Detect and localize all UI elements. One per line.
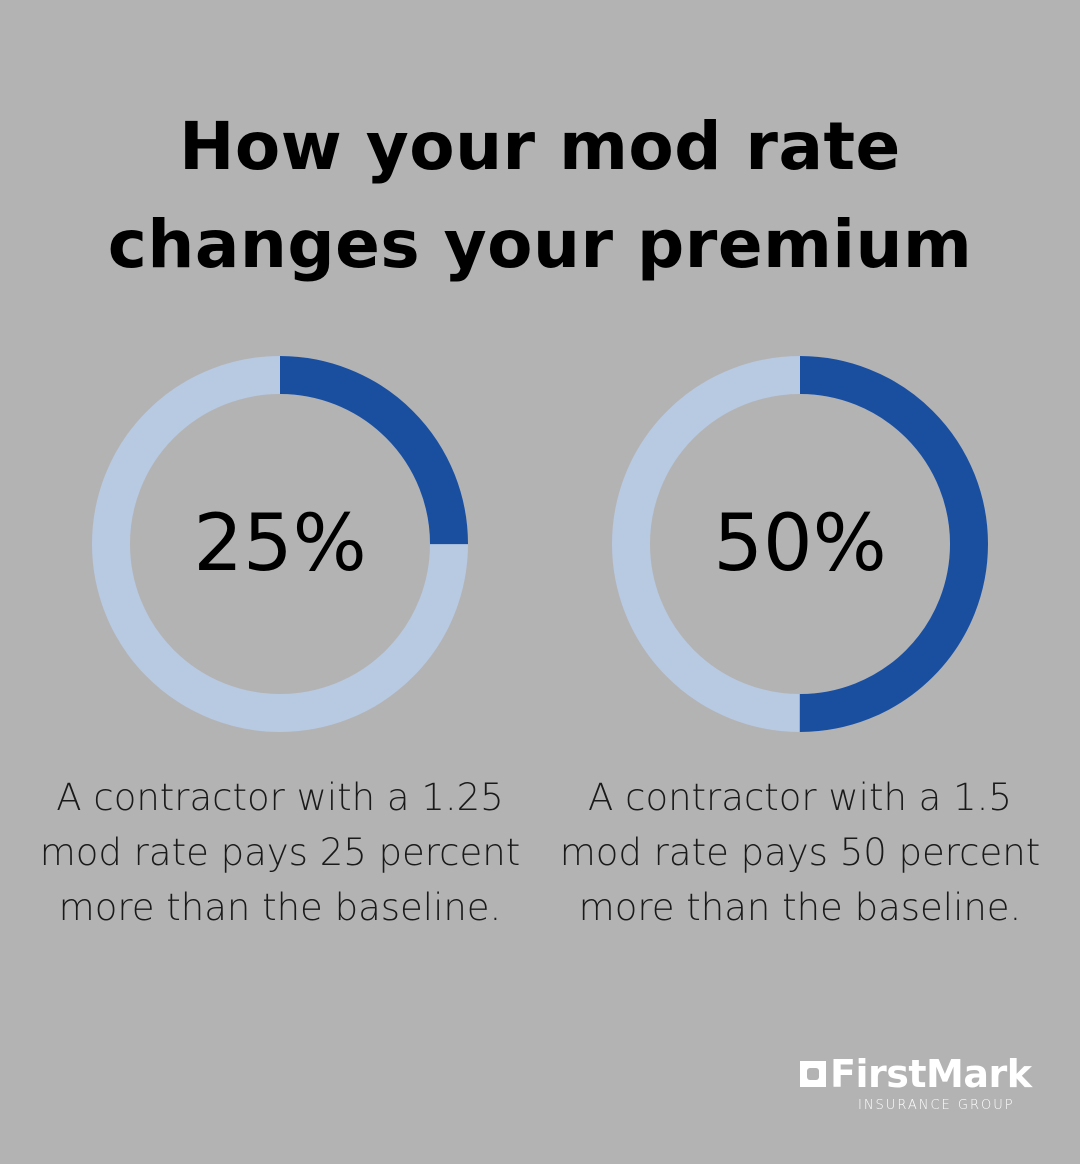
donut-svg: [92, 356, 468, 732]
donut-chart-25: 25%: [90, 354, 470, 734]
donut-caption: A contractor with a 1.5 mod rate pays 50…: [559, 776, 1041, 929]
title-line-1: How your mod rate: [179, 108, 901, 185]
donut-fill: [612, 356, 988, 732]
firstmark-logo: FirstMark INSURANCE GROUP: [800, 1052, 1035, 1116]
logo-square-icon: [800, 1061, 826, 1087]
logo-subtitle: INSURANCE GROUP: [858, 1098, 1015, 1113]
logo-name: FirstMark: [830, 1052, 1032, 1096]
title-line-2: changes your premium: [107, 206, 973, 283]
page-title: How your mod rate changes your premium: [0, 98, 1080, 294]
donut-fill: [92, 356, 468, 732]
donut-chart-50: 50%: [610, 354, 990, 734]
donut-percent-label: 50%: [713, 499, 887, 589]
donut-percent-label: 25%: [193, 499, 367, 589]
donut-svg: [612, 356, 988, 732]
donut-caption: A contractor with a 1.25 mod rate pays 2…: [39, 776, 521, 929]
